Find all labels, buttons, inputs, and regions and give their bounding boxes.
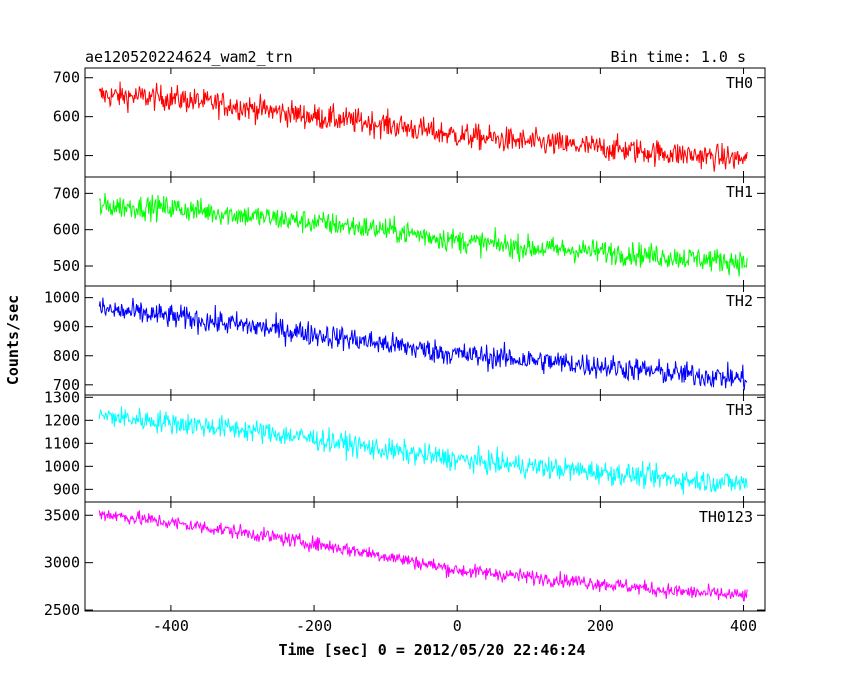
y-tick-label: 900 bbox=[53, 480, 80, 498]
panel-label-th2: TH2 bbox=[726, 292, 753, 310]
panel-frame bbox=[84, 67, 766, 178]
y-tick-label: 1000 bbox=[44, 289, 80, 307]
panel-label-th3: TH3 bbox=[726, 401, 753, 419]
panel-label-th0123: TH0123 bbox=[699, 508, 753, 526]
panel-label-th1: TH1 bbox=[726, 183, 753, 201]
y-tick-label: 500 bbox=[53, 257, 80, 275]
y-tick-label: 700 bbox=[53, 184, 80, 202]
panel-th0: 500 600 700 TH0 bbox=[53, 67, 766, 178]
y-tick-label: 600 bbox=[53, 108, 80, 126]
series-line-th0123 bbox=[98, 510, 748, 602]
y-tick-label: 3500 bbox=[44, 506, 80, 524]
y-tick-label: 1100 bbox=[44, 434, 80, 452]
x-axis: -400 -200 0 200 400 bbox=[153, 617, 757, 635]
panels-group: 500 600 700 TH0 500 600 700 TH1 700 800 900 1000 TH2… bbox=[44, 67, 766, 619]
x-tick-label: 400 bbox=[730, 617, 757, 635]
y-tick-label: 1300 bbox=[44, 388, 80, 406]
y-tick-label: 1000 bbox=[44, 457, 80, 475]
y-tick-label: 700 bbox=[53, 376, 80, 394]
panel-th1: 500 600 700 TH1 bbox=[53, 176, 766, 287]
y-axis-label: Counts/sec bbox=[4, 295, 22, 385]
y-tick-label: 3000 bbox=[44, 554, 80, 572]
panel-th3: 900 1000 1100 1200 1300 TH3 bbox=[44, 388, 766, 503]
series-line-th3 bbox=[98, 406, 748, 495]
series-line-th1 bbox=[98, 193, 748, 277]
panel-label-th0: TH0 bbox=[726, 74, 753, 92]
y-tick-label: 500 bbox=[53, 147, 80, 165]
x-tick-label: -400 bbox=[153, 617, 189, 635]
panel-th0123: 2500 3000 3500 TH0123 bbox=[44, 501, 766, 619]
x-tick-label: 0 bbox=[453, 617, 462, 635]
y-tick-label: 600 bbox=[53, 221, 80, 239]
y-tick-label: 800 bbox=[53, 347, 80, 365]
series-line-th0 bbox=[98, 81, 748, 172]
y-tick-label: 1200 bbox=[44, 411, 80, 429]
series-line-th2 bbox=[98, 297, 748, 391]
x-tick-label: 200 bbox=[587, 617, 614, 635]
x-tick-label: -200 bbox=[296, 617, 332, 635]
y-tick-label: 900 bbox=[53, 318, 80, 336]
panel-frame bbox=[84, 501, 766, 612]
y-tick-label: 2500 bbox=[44, 601, 80, 619]
chart-title: ae120520224624_wam2_trn bbox=[85, 48, 293, 66]
panel-frame bbox=[84, 176, 766, 287]
x-axis-label: Time [sec] 0 = 2012/05/20 22:46:24 bbox=[278, 641, 585, 659]
y-tick-label: 700 bbox=[53, 69, 80, 87]
bin-time-label: Bin time: 1.0 s bbox=[611, 48, 746, 66]
panel-th2: 700 800 900 1000 TH2 bbox=[44, 285, 766, 396]
